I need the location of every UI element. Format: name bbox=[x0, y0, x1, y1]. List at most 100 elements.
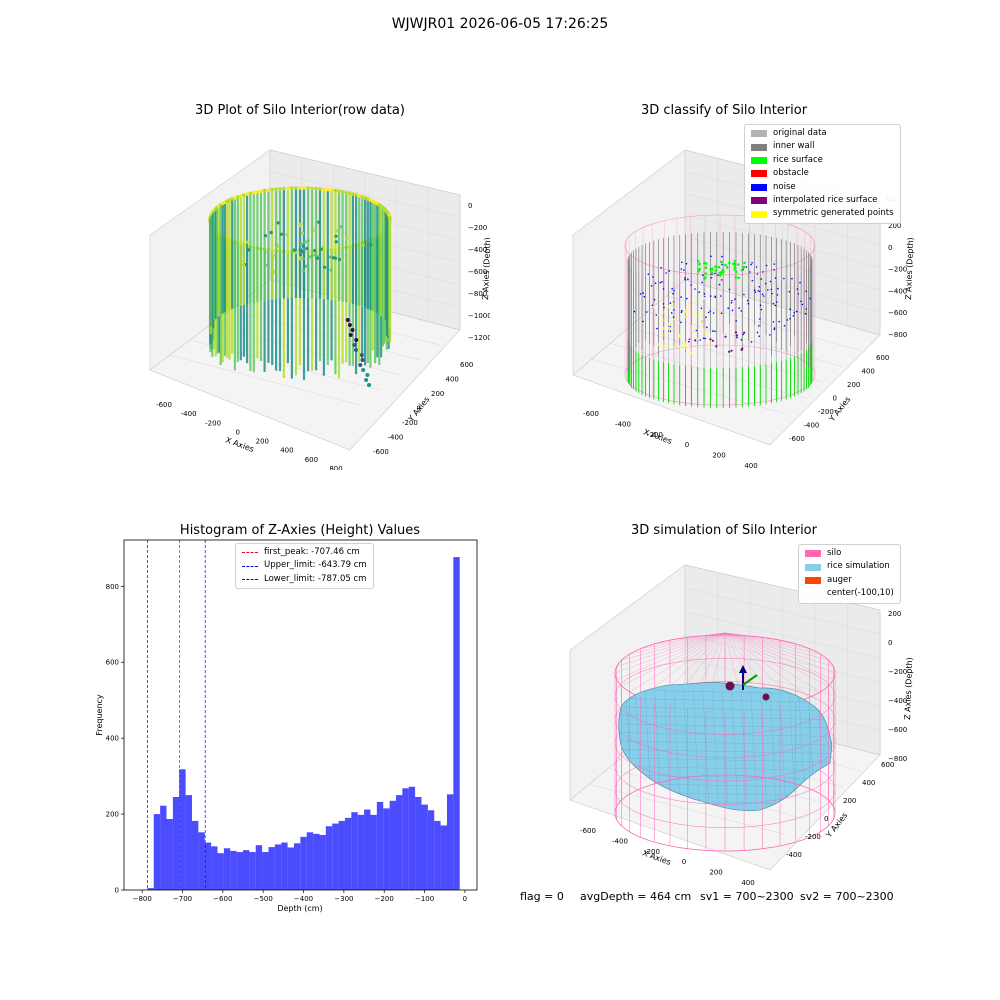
noise-point bbox=[762, 271, 764, 273]
status-avg-depth: avgDepth = 464 cm bbox=[580, 890, 692, 903]
outlier-point bbox=[367, 383, 371, 387]
x-tick-label: −200 bbox=[375, 895, 394, 903]
gridline bbox=[269, 171, 461, 218]
noise-point bbox=[705, 316, 707, 318]
noise-point bbox=[701, 281, 703, 284]
legend-line-swatch bbox=[242, 565, 258, 567]
noise-point bbox=[643, 295, 646, 298]
noise-point bbox=[805, 290, 807, 293]
symmetric-point bbox=[694, 299, 697, 303]
tick-label: -400 bbox=[612, 837, 628, 845]
interior-point bbox=[276, 245, 280, 249]
histogram-bar bbox=[376, 801, 384, 890]
tick-label: −600 bbox=[888, 309, 907, 317]
noise-point bbox=[709, 310, 712, 312]
noise-point bbox=[665, 272, 667, 274]
rim-point bbox=[363, 196, 367, 200]
histogram-bar bbox=[300, 836, 307, 890]
tick-label: -600 bbox=[373, 448, 389, 456]
noise-point bbox=[751, 279, 754, 282]
gridline bbox=[666, 295, 862, 352]
rice-surface-cluster bbox=[737, 276, 740, 280]
symmetric-point bbox=[686, 345, 690, 348]
legend-swatch bbox=[751, 143, 767, 151]
noise-point bbox=[680, 268, 683, 270]
symmetric-point bbox=[705, 332, 708, 336]
symmetric-point bbox=[666, 305, 670, 308]
noise-point bbox=[772, 321, 775, 323]
rim-point bbox=[388, 216, 392, 221]
histogram-bar bbox=[357, 814, 365, 890]
simulation-plot-title: 3D simulation of Silo Interior bbox=[631, 523, 817, 538]
y-tick-label: 400 bbox=[106, 735, 119, 743]
rim-point bbox=[252, 190, 256, 195]
tick-label: -600 bbox=[156, 401, 172, 409]
noise-point bbox=[747, 302, 750, 305]
legend-label: Upper_limit: -643.79 cm bbox=[264, 560, 367, 571]
histogram-bar bbox=[402, 788, 409, 890]
tick-label: -600 bbox=[583, 410, 599, 418]
interpolated-point bbox=[709, 338, 712, 341]
histogram-reference-lines bbox=[147, 540, 206, 890]
noise-point bbox=[756, 331, 759, 334]
noise-point bbox=[659, 281, 662, 284]
histogram-bar bbox=[383, 808, 390, 890]
silo-roof-wire bbox=[629, 632, 726, 693]
histogram-bar bbox=[395, 795, 403, 890]
histogram-x-ticks: −800 −700 −600 −500 −400 −300 −200 −100 0 bbox=[133, 890, 467, 903]
tick-label: −800 bbox=[888, 755, 907, 763]
x-tick-label: −300 bbox=[334, 895, 353, 903]
mesh-line bbox=[731, 690, 738, 806]
histogram-bar bbox=[281, 842, 288, 890]
symmetric-point bbox=[686, 311, 690, 314]
mesh-line bbox=[664, 690, 671, 806]
noise-point bbox=[773, 269, 775, 271]
rim-point bbox=[294, 186, 298, 190]
legend-swatch bbox=[751, 210, 767, 218]
rim-point bbox=[351, 192, 355, 196]
tick-label: -400 bbox=[615, 420, 631, 428]
rice-surface-cluster bbox=[733, 265, 737, 268]
noise-point bbox=[656, 327, 658, 330]
noise-point bbox=[714, 330, 716, 333]
histogram-bar bbox=[230, 850, 237, 890]
legend-line-swatch bbox=[242, 579, 258, 581]
gridline bbox=[610, 343, 806, 399]
silo-roof-wire bbox=[724, 632, 834, 680]
noise-point bbox=[758, 335, 760, 337]
interior-point bbox=[301, 257, 305, 261]
symmetric-point bbox=[707, 343, 711, 347]
histogram-bar bbox=[211, 846, 218, 890]
noise-point bbox=[668, 270, 670, 272]
mesh-line bbox=[619, 740, 832, 746]
tick-label: −200 bbox=[468, 224, 487, 232]
interior-point bbox=[269, 230, 273, 235]
symmetric-point bbox=[679, 345, 682, 348]
legend-entry: inner wall bbox=[751, 140, 894, 153]
tick-label: 200 bbox=[888, 610, 901, 618]
symmetric-point bbox=[677, 321, 680, 325]
histogram-bar bbox=[427, 810, 435, 890]
noise-point bbox=[759, 318, 761, 320]
noise-point bbox=[673, 309, 675, 311]
interior-point bbox=[285, 233, 289, 237]
histogram-bar bbox=[408, 786, 416, 890]
symmetric-point bbox=[658, 313, 661, 317]
tick-label: 0 bbox=[682, 858, 686, 866]
rim-point bbox=[286, 186, 290, 191]
legend-label: inner wall bbox=[773, 141, 815, 152]
x-tick-label: −100 bbox=[415, 895, 434, 903]
interior-point bbox=[299, 222, 303, 226]
legend-swatch bbox=[805, 590, 821, 597]
silo-roof-wire bbox=[724, 632, 829, 687]
rim-point bbox=[322, 187, 326, 191]
legend-label: interpolated rice surface bbox=[773, 195, 878, 206]
symmetric-point bbox=[705, 329, 708, 333]
rice-surface-cluster bbox=[733, 268, 736, 271]
x-tick-label: −500 bbox=[254, 895, 273, 903]
histogram-bars bbox=[147, 557, 460, 890]
noise-point bbox=[795, 310, 798, 313]
noise-point bbox=[680, 321, 682, 324]
noise-point bbox=[797, 293, 800, 295]
